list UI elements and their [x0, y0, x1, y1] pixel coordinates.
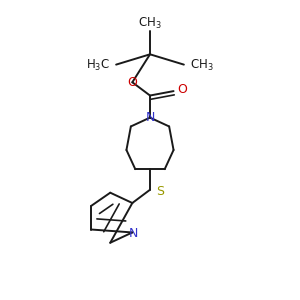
Text: S: S [156, 185, 164, 198]
Text: O: O [177, 83, 187, 96]
Text: O: O [128, 76, 137, 89]
Text: CH$_3$: CH$_3$ [190, 58, 213, 73]
Text: CH$_3$: CH$_3$ [138, 16, 162, 31]
Text: N: N [145, 111, 155, 124]
Text: H$_3$C: H$_3$C [86, 58, 110, 73]
Text: N: N [129, 227, 139, 240]
